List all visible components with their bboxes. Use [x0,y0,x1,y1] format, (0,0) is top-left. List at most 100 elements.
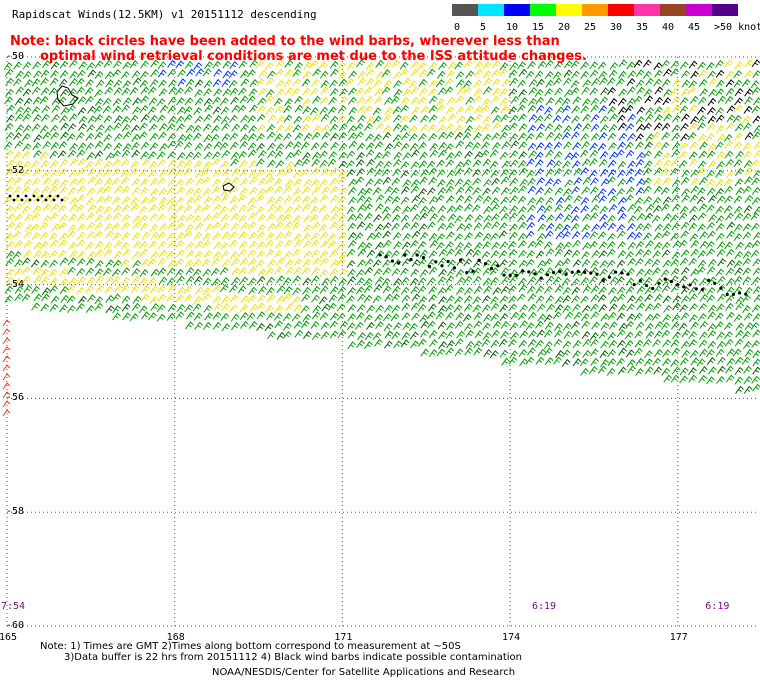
wind-barb [481,338,491,347]
wind-barb [750,212,760,221]
wind-barb [662,213,672,222]
wind-barb [633,312,643,321]
wind-barb [689,303,698,312]
wind-barb [366,232,376,241]
wind-barb [400,124,409,133]
wind-barb [356,221,366,230]
wind-barb [193,61,203,71]
wind-barb [274,196,284,205]
wind-barb [411,312,420,321]
wind-barb [742,142,752,151]
wind-barb [564,152,574,161]
wind-barb [384,107,393,116]
wind-barb [617,206,626,215]
wind-barb [382,222,392,231]
wind-barb [708,194,717,203]
wind-barb [734,87,744,97]
wind-barb [492,87,501,96]
wind-barb [373,231,382,240]
wind-barb [598,158,608,167]
wind-barb [302,106,312,115]
wind-barb [87,204,97,213]
wind-barb [255,259,265,268]
wind-barb [220,116,230,125]
wind-barb [454,338,464,347]
wind-barb [465,340,475,349]
wind-barb [688,293,698,302]
wind-barb [114,115,123,124]
wind-barb [356,339,365,348]
wind-barb [23,178,33,187]
wind-barb [355,176,365,185]
wind-barb [346,248,356,257]
wind-barb [418,78,428,87]
wind-barb [499,131,509,140]
wind-barb [6,221,16,230]
wind-barb [652,267,661,276]
wind-barb [51,114,60,123]
wind-barb [535,250,545,259]
wind-barb [723,205,733,214]
wind-barb [751,186,760,195]
wind-barb [663,88,672,97]
wind-barb [456,276,466,285]
wind-barb [75,286,85,296]
wind-barb [519,304,529,313]
wind-barb [444,143,454,152]
wind-barb [419,151,428,160]
wind-barb [543,341,553,350]
wind-barb [50,169,59,178]
wind-barb [725,70,735,79]
wind-barb [15,106,24,115]
wind-barb [157,203,167,212]
wind-barb [454,168,464,177]
wind-barb [534,168,544,177]
wind-barb [681,70,690,79]
wind-barb [292,248,301,257]
wind-barb [175,268,184,277]
wind-barb [59,285,69,294]
wind-barb [410,302,420,311]
wind-barbs-layer [2,59,760,417]
wind-barb [284,259,294,268]
wind-barb [410,68,420,77]
wind-barb [489,260,499,269]
wind-barb [544,88,554,97]
wind-barb [681,349,691,358]
wind-barb [491,60,501,69]
wind-barb [465,248,475,257]
wind-barb [679,142,689,151]
wind-barb [384,195,394,204]
wind-barb [591,249,600,259]
wind-barb [723,133,733,142]
wind-barb [410,60,420,69]
scale-swatch [478,4,504,16]
wind-barb [239,240,248,249]
wind-barb [32,266,42,275]
wind-barb [482,332,492,341]
wind-barb [507,240,517,249]
wind-barb [21,150,31,159]
wind-barb [391,268,401,277]
wind-barb [678,239,688,248]
wind-barb [273,312,283,321]
wind-barb [680,176,690,185]
wind-barb [392,205,402,214]
wind-barb [345,78,355,87]
wind-barb [536,204,546,214]
wind-barb [6,159,16,168]
wind-barb [150,69,159,78]
wind-barb [490,302,500,311]
wind-barb [636,285,646,294]
scale-swatch [582,4,608,16]
wind-barb [156,98,166,107]
wind-barb [600,313,610,322]
contamination-circle [496,264,500,268]
wind-barb [429,213,439,222]
wind-barb [2,346,11,354]
wind-barb [525,322,535,331]
wind-barb [518,277,527,286]
wind-barb [411,293,421,302]
wind-barb [527,339,537,348]
wind-barb [517,61,526,70]
